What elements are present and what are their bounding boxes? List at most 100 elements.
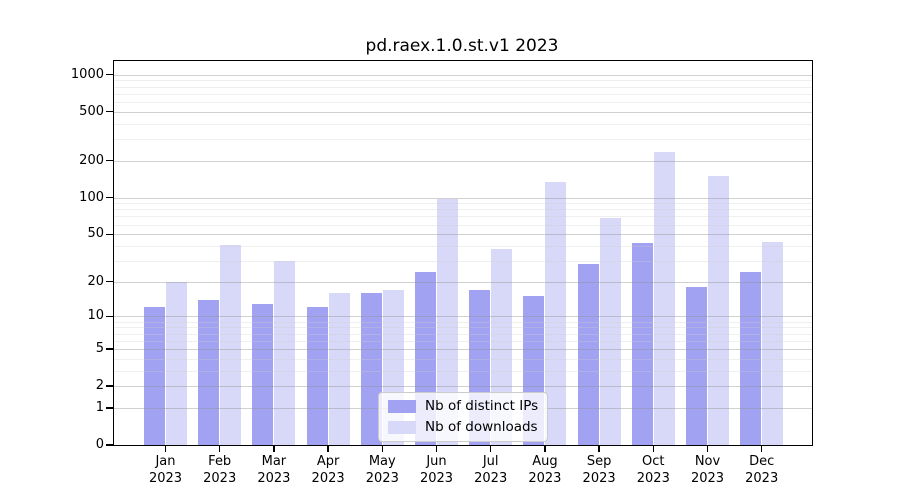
- x-tick-year: 2023: [203, 470, 237, 486]
- x-tick-label: Nov 2023: [676, 454, 740, 487]
- bar-downloads-jan: [166, 281, 187, 445]
- legend-item-distinct-ips: Nb of distinct IPs: [388, 398, 538, 414]
- x-tick-label: Dec 2023: [730, 454, 794, 487]
- gridline-minor: [114, 139, 812, 141]
- x-tick-mark: [652, 445, 654, 452]
- bar-distinct-ips-sep: [577, 264, 599, 445]
- y-tick-mark: [105, 160, 113, 162]
- bar-distinct-ips-dec: [740, 272, 762, 445]
- y-tick-label: 0: [95, 437, 104, 452]
- x-tick-label: May 2023: [350, 454, 414, 487]
- bar-downloads-aug: [545, 181, 567, 445]
- x-tick-month: Jul: [482, 454, 499, 469]
- bar-downloads-feb: [220, 244, 242, 445]
- y-tick-label: 2: [95, 378, 104, 394]
- bar-downloads-nov: [708, 176, 729, 445]
- bar-downloads-sep: [599, 218, 621, 445]
- y-tick-label: 50: [87, 226, 104, 242]
- gridline-major: [114, 197, 812, 199]
- x-tick-mark: [381, 445, 383, 452]
- y-tick-label: 10: [87, 308, 104, 324]
- x-tick-label: Jan 2023: [134, 454, 198, 487]
- x-tick-mark: [544, 445, 546, 452]
- y-tick-mark: [105, 385, 113, 387]
- y-tick-label: 1: [95, 399, 104, 415]
- bar-downloads-oct: [653, 152, 675, 445]
- y-tick-mark: [105, 196, 113, 199]
- x-tick-mark: [164, 445, 167, 452]
- x-tick-month: Mar: [261, 454, 287, 469]
- gridline-minor: [114, 203, 812, 205]
- x-tick-year: 2023: [148, 470, 183, 486]
- legend-swatch-distinct-ips-icon: [388, 399, 416, 413]
- gridline-minor: [114, 86, 812, 88]
- gridline-major: [114, 348, 812, 350]
- bar-downloads-apr: [328, 293, 350, 445]
- gridline-minor: [114, 245, 812, 247]
- x-tick-mark: [490, 445, 492, 452]
- x-tick-year: 2023: [474, 470, 508, 486]
- x-tick-month: Dec: [749, 454, 775, 469]
- legend-item-downloads: Nb of downloads: [388, 419, 538, 435]
- plot-area: Nb of distinct IPs Nb of downloads 100 0 5…: [71, 60, 813, 486]
- x-tick-label: Jun 2023: [405, 454, 469, 487]
- x-tick-mark: [598, 445, 600, 452]
- y-tick-mark: [105, 111, 113, 113]
- x-tick-mark: [761, 445, 763, 452]
- x-tick-year: 2023: [582, 470, 616, 486]
- y-tick-label: 100: [79, 189, 104, 205]
- x-tick-label: Jul 2023: [459, 454, 523, 487]
- bar-downloads-mar: [274, 260, 296, 445]
- gridline-minor: [114, 101, 812, 103]
- x-tick-year: 2023: [257, 470, 291, 486]
- x-tick-label: Oct 2023: [621, 454, 685, 487]
- y-tick-mark: [105, 233, 113, 235]
- bar-distinct-ips-mar: [252, 303, 274, 445]
- bar-distinct-ips-apr: [306, 307, 328, 445]
- y-tick-mark: [105, 444, 113, 446]
- gridline-minor: [114, 209, 812, 211]
- x-tick-label: Aug 2023: [513, 454, 577, 487]
- bar-downloads-jun: [437, 198, 458, 445]
- bar-distinct-ips-may: [360, 293, 382, 445]
- y-tick-label: 500: [79, 103, 104, 119]
- x-tick-mark: [273, 445, 275, 452]
- y-tick-mark: [105, 315, 113, 318]
- chart-title: pd.raex.1.0.st.v1 2023: [365, 36, 559, 56]
- x-tick-month: Aug: [532, 454, 558, 469]
- legend-swatch-downloads-icon: [388, 420, 416, 434]
- x-tick-month: Sep: [586, 454, 612, 469]
- gridline-major: [114, 111, 812, 113]
- x-tick-month: May: [368, 454, 396, 469]
- gridline-minor: [114, 80, 812, 82]
- x-tick-year: 2023: [528, 470, 562, 486]
- x-tick-year: 2023: [745, 470, 779, 486]
- y-tick-label: 20: [87, 273, 104, 289]
- x-tick-mark: [219, 445, 221, 452]
- gridline-minor: [114, 327, 812, 329]
- gridline-minor: [114, 224, 812, 226]
- x-tick-mark: [327, 445, 329, 452]
- bar-distinct-ips-oct: [631, 243, 653, 445]
- bar-distinct-ips-feb: [198, 299, 220, 445]
- x-tick-label: Feb 2023: [188, 454, 252, 487]
- gridline-minor: [114, 123, 812, 125]
- bar-downloads-dec: [762, 242, 784, 445]
- gridline-minor: [114, 321, 812, 323]
- x-tick-month: Feb: [208, 454, 232, 469]
- gridline-major: [114, 160, 812, 162]
- gridline-major: [114, 234, 812, 236]
- x-tick-month: Oct: [642, 454, 665, 469]
- gridline-major: [114, 74, 812, 76]
- x-tick-mark: [706, 445, 709, 452]
- gridline-minor: [114, 358, 812, 360]
- gridline-minor: [114, 216, 812, 218]
- x-tick-month: Nov: [694, 454, 721, 469]
- legend-label-downloads: Nb of downloads: [425, 419, 538, 435]
- gridline-major: [114, 386, 812, 388]
- gridline-minor: [114, 93, 812, 95]
- legend: Nb of distinct IPs Nb of downloads: [378, 392, 549, 442]
- gridline-major: [114, 316, 812, 318]
- gridline-minor: [114, 340, 812, 342]
